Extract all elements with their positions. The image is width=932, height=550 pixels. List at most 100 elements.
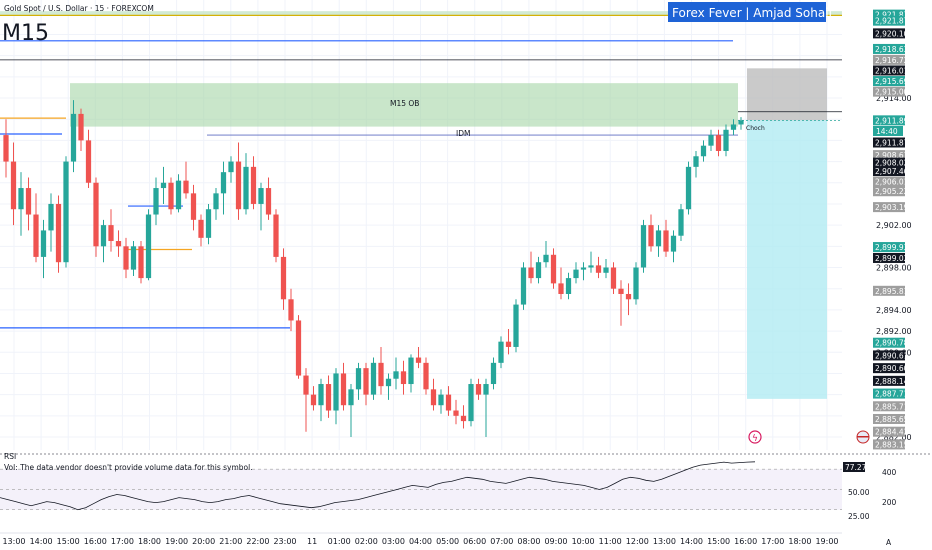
candle-body <box>48 203 54 231</box>
time-tick-label: 11 <box>307 537 317 546</box>
candles[interactable] <box>3 100 744 437</box>
candle-body <box>490 362 497 385</box>
candle <box>18 172 24 236</box>
candle <box>655 225 662 257</box>
price-label-bg <box>873 350 905 361</box>
candle-body <box>588 265 594 268</box>
candle-body <box>25 188 32 215</box>
candle <box>138 241 144 284</box>
scale-mode[interactable]: A <box>886 538 892 547</box>
candle <box>348 384 354 437</box>
price-label: 2,907.46 <box>875 167 909 176</box>
candle-body <box>228 161 234 173</box>
flash-icon[interactable] <box>748 430 762 444</box>
candle <box>603 259 609 279</box>
time-tick-label: 17:00 <box>111 537 134 546</box>
candle-body <box>663 230 669 252</box>
levels <box>0 14 866 329</box>
candle <box>303 368 309 432</box>
candle <box>175 174 182 213</box>
candle <box>40 219 47 279</box>
idm-label: IDM <box>456 129 470 138</box>
time-axis[interactable]: 13:00 14:00 15:00 16:00 17:00 18:00 19:00 20:00… <box>0 532 842 546</box>
price-label: 2,905.22 <box>875 187 909 196</box>
price-tick-label: 2,914.00 <box>876 94 912 103</box>
time-tick-label: 19:00 <box>815 537 838 546</box>
price-label: 2,899.93 <box>875 243 909 252</box>
candle <box>228 156 234 183</box>
candle <box>250 156 257 210</box>
candle-body <box>625 293 632 300</box>
candle-body <box>468 384 474 422</box>
candle-body <box>445 394 452 411</box>
time-tick-label: 05:00 <box>436 537 459 546</box>
candle <box>460 405 467 429</box>
price-label-bg <box>873 54 905 65</box>
price-tick-label: 2,902.00 <box>876 221 912 230</box>
candle <box>340 362 347 411</box>
candle <box>220 161 227 215</box>
candle <box>325 375 332 418</box>
countdown-text: 14:40 <box>876 127 898 136</box>
price-label-bg <box>873 157 905 168</box>
candle <box>453 399 459 425</box>
price-label-bg <box>873 9 905 20</box>
candle-body <box>363 368 369 395</box>
candle <box>573 262 579 284</box>
price-axis[interactable]: 2,914.00 2,902.00 2,898.00 2,894.00 2,892.00… <box>842 0 932 450</box>
price-tick-label: 2,892.00 <box>876 327 912 336</box>
candle-body <box>205 209 212 238</box>
candle-body <box>543 254 549 263</box>
rsi-right-tick-400: 400 <box>882 468 897 477</box>
candle-body <box>528 267 534 279</box>
price-label: 2,906.01 <box>875 178 909 187</box>
candle <box>115 230 122 257</box>
candle-body <box>235 161 242 210</box>
candle-body <box>648 225 654 247</box>
candle <box>468 378 474 427</box>
time-tick-label: 02:00 <box>355 537 378 546</box>
candle-body <box>198 219 204 238</box>
candle-body <box>175 180 182 210</box>
candle-body <box>85 140 92 183</box>
candle-body <box>303 375 309 395</box>
price-label-bg <box>873 413 905 424</box>
time-tick-label: 16:00 <box>734 537 757 546</box>
candle <box>430 378 437 411</box>
candle-body <box>393 371 399 379</box>
time-tick-label: 06:00 <box>463 537 486 546</box>
flag-icon-stripes <box>857 436 869 438</box>
candle <box>558 267 564 300</box>
time-tick-label: 19:00 <box>165 537 188 546</box>
price-label-bg <box>873 65 905 76</box>
time-tick-label: 03:00 <box>382 537 405 546</box>
rsi-level-50: 50.00 <box>848 488 870 497</box>
symbol-title[interactable]: Gold Spot / U.S. Dollar · 15 · FOREXCOM <box>4 4 154 13</box>
candle <box>100 219 107 263</box>
candle-body <box>258 188 264 204</box>
candle <box>63 156 69 268</box>
candle-body <box>78 113 84 141</box>
candle-body <box>738 120 744 125</box>
candle <box>438 389 444 414</box>
candle <box>618 280 624 326</box>
candle-body <box>595 265 602 273</box>
candle <box>370 357 377 400</box>
candle-body <box>535 262 542 279</box>
price-label: 2,916.72 <box>875 56 909 65</box>
rsi-pane[interactable] <box>0 453 932 511</box>
candle-body <box>483 384 489 395</box>
candle-body <box>573 269 579 279</box>
price-label-bg <box>873 176 905 187</box>
candle-body <box>685 166 692 210</box>
candle <box>685 161 692 215</box>
candle <box>153 177 159 226</box>
candle <box>535 256 542 284</box>
rsi-value: 77.27 <box>845 463 867 472</box>
candle <box>633 262 639 305</box>
time-tick-label: 20:00 <box>192 537 215 546</box>
time-tick-label: 17:00 <box>761 537 784 546</box>
price-label-bg <box>873 363 905 374</box>
price-label: 2,883.15 <box>875 440 909 449</box>
